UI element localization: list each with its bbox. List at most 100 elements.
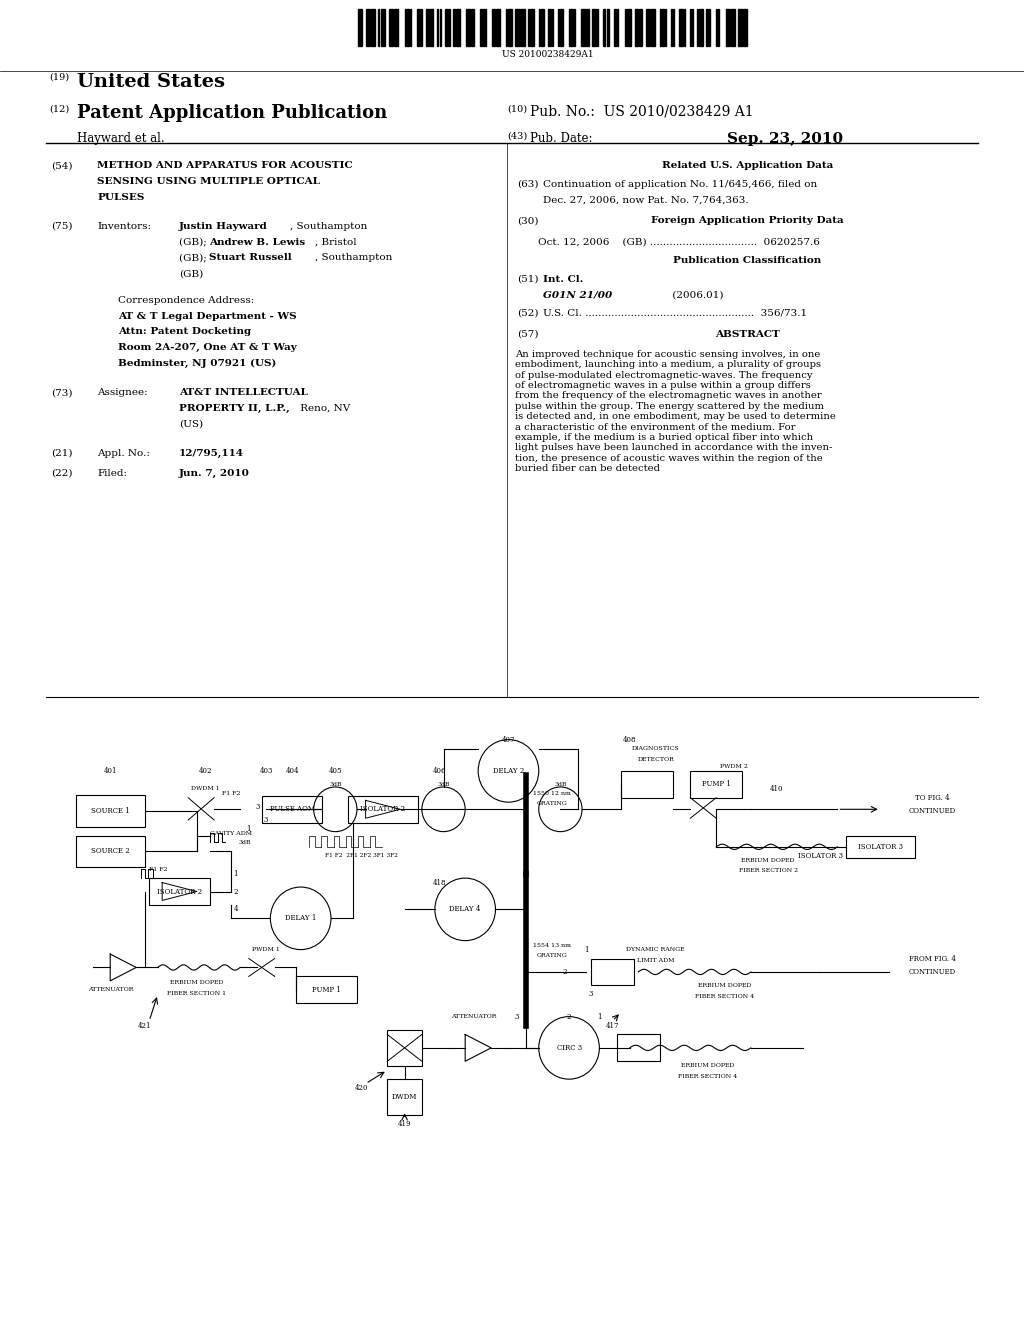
Bar [358,9,362,46]
Text: DYNAMIC RANGE: DYNAMIC RANGE [627,946,685,952]
Text: F1 F2: F1 F2 [148,867,167,871]
Text: (30): (30) [517,216,539,226]
Bar [743,9,748,46]
Bar [587,9,589,46]
Text: AT & T Legal Department - WS: AT & T Legal Department - WS [118,312,296,321]
Text: 1: 1 [233,870,238,878]
Text: DELAY 2: DELAY 2 [493,767,524,775]
Text: ERBIUM DOPED: ERBIUM DOPED [698,983,752,987]
Text: 418: 418 [432,879,446,887]
Bar [378,9,380,46]
Text: Sep. 23, 2010: Sep. 23, 2010 [727,132,843,147]
Bar [541,9,544,46]
Text: Patent Application Publication: Patent Application Publication [77,104,387,123]
Text: 3dB: 3dB [554,781,566,787]
Bar [371,9,375,46]
Text: 403: 403 [259,767,272,775]
Bar [421,9,422,46]
Text: TO FIG. 4: TO FIG. 4 [915,793,950,801]
Bar [846,836,915,858]
Text: Andrew B. Lewis: Andrew B. Lewis [209,238,305,247]
Bar [679,9,683,46]
Bar [707,9,708,46]
Text: Bedminster, NJ 07921 (US): Bedminster, NJ 07921 (US) [118,359,276,368]
Text: FIBER SECTION 4: FIBER SECTION 4 [695,994,755,998]
Text: FIBER SECTION 1: FIBER SECTION 1 [167,991,226,995]
Text: ERBIUM DOPED: ERBIUM DOPED [681,1063,734,1068]
Text: PULSES: PULSES [97,193,144,202]
Text: Pub. No.:  US 2010/0238429 A1: Pub. No.: US 2010/0238429 A1 [530,104,754,119]
Bar [726,9,730,46]
Bar [520,9,524,46]
Bar [445,9,447,46]
Bar [479,9,482,46]
Bar [690,9,691,46]
Text: Dec. 27, 2006, now Pat. No. 7,764,363.: Dec. 27, 2006, now Pat. No. 7,764,363. [543,195,749,205]
Bar [508,9,512,46]
Bar [439,9,440,46]
Text: Attn: Patent Docketing: Attn: Patent Docketing [118,327,251,337]
Text: CAVITY ADM: CAVITY ADM [210,830,253,836]
Text: (GB): (GB) [179,269,204,279]
Text: , Southampton: , Southampton [290,222,368,231]
Bar [76,836,144,867]
Text: AT&T INTELLECTUAL: AT&T INTELLECTUAL [179,388,308,397]
Bar [625,9,627,46]
Bar [466,9,470,46]
Bar [404,9,409,46]
Text: ATTENUATOR: ATTENUATOR [87,987,133,993]
Text: (73): (73) [51,388,73,397]
Text: 1: 1 [247,825,251,833]
Text: SENSING USING MULTIPLE OPTICAL: SENSING USING MULTIPLE OPTICAL [97,177,321,186]
Text: ISOLATOR 2: ISOLATOR 2 [360,805,406,813]
Text: (54): (54) [51,161,73,170]
Bar [591,958,634,985]
Text: ERBIUM DOPED: ERBIUM DOPED [170,981,223,985]
Text: GRATING: GRATING [537,801,567,807]
Text: 417: 417 [605,1022,620,1030]
Text: 2: 2 [567,1012,571,1020]
Bar [573,9,575,46]
Text: 1: 1 [597,1012,602,1020]
Bar [592,9,595,46]
Text: (63): (63) [517,180,539,189]
Text: CONTINUED: CONTINUED [909,807,956,814]
Text: ISOLATOR 2: ISOLATOR 2 [157,887,202,895]
Bar [639,9,641,46]
Text: 3dB: 3dB [329,781,342,787]
Text: Correspondence Address:: Correspondence Address: [118,296,254,305]
Text: 420: 420 [354,1084,368,1092]
Text: (19): (19) [49,73,70,82]
Bar [665,9,667,46]
Text: GRATING: GRATING [537,953,567,958]
Bar [506,9,507,46]
Bar [692,9,693,46]
Bar [617,9,618,46]
Text: 2: 2 [233,887,238,895]
Text: 3: 3 [589,990,593,998]
Bar [387,1080,422,1115]
Text: Reno, NV: Reno, NV [297,404,350,413]
Text: ERBIUM DOPED: ERBIUM DOPED [741,858,795,863]
Text: Continuation of application No. 11/645,466, filed on: Continuation of application No. 11/645,4… [543,180,817,189]
Text: 407: 407 [502,735,515,743]
Text: Oct. 12, 2006    (GB) .................................  0620257.6: Oct. 12, 2006 (GB) .....................… [538,238,819,247]
Bar [417,9,420,46]
Text: , Southampton: , Southampton [315,253,393,263]
Text: 4: 4 [233,906,238,913]
Text: PUMP 1: PUMP 1 [701,780,731,788]
Text: 1550 12 nm: 1550 12 nm [532,791,570,796]
Text: Appl. No.:: Appl. No.: [97,449,151,458]
Text: FROM FIG. 4: FROM FIG. 4 [909,954,956,962]
Bar [635,9,638,46]
Text: SOURCE 2: SOURCE 2 [91,847,130,855]
Text: (21): (21) [51,449,73,458]
Text: 408: 408 [623,735,637,743]
Text: ISOLATOR 3: ISOLATOR 3 [858,843,903,851]
Text: (GB);: (GB); [179,253,210,263]
Bar [394,9,398,46]
Bar [454,9,455,46]
Text: (10): (10) [507,104,527,114]
Text: DWDM: DWDM [392,1093,417,1101]
Text: An improved technique for acoustic sensing involves, in one
embodiment, launchin: An improved technique for acoustic sensi… [515,350,836,473]
